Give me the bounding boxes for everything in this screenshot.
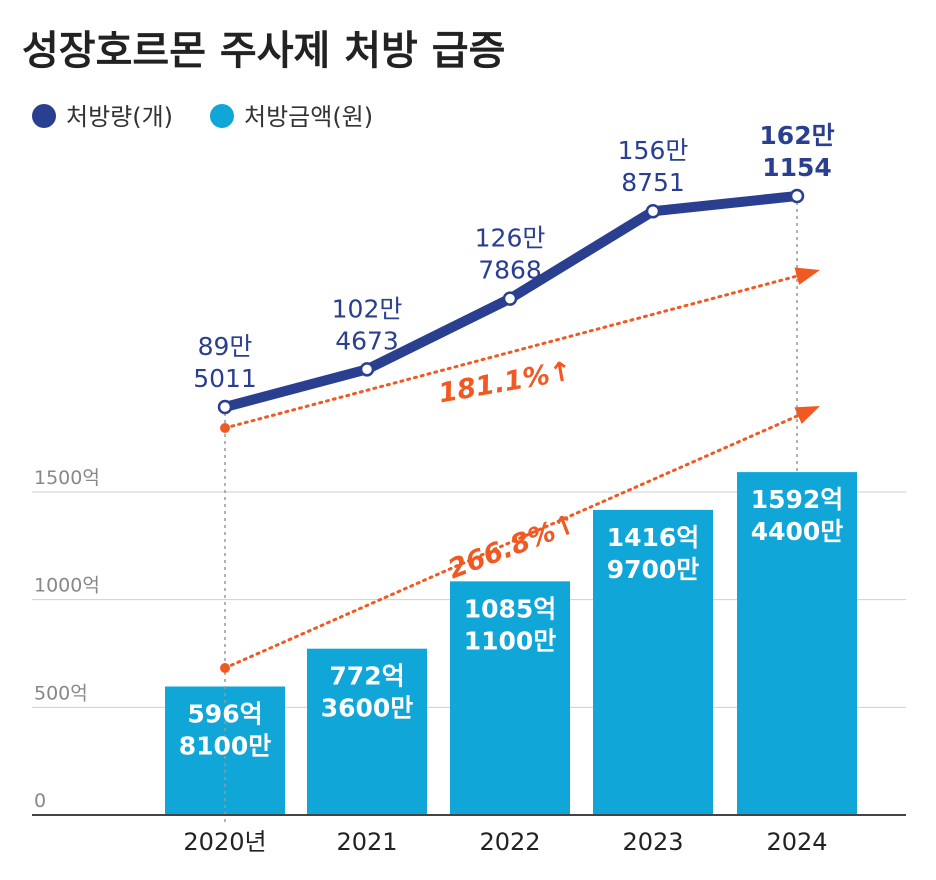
growth-arrow-line: [223, 414, 800, 670]
growth-label-volume: 181.1%↑: [436, 356, 574, 410]
bar-data-label: 1592억 4400만: [751, 485, 844, 546]
y-tick-label: 1000억: [34, 575, 100, 597]
x-tick-label: 2020년: [183, 828, 266, 856]
x-tick-label: 2021: [336, 828, 397, 856]
bar-data-label: 1085억 1100만: [464, 594, 557, 655]
chart-title: 성장호르몬 주사제 처방 급증: [22, 28, 505, 74]
growth-arrow-head: [794, 406, 820, 424]
line-point: [645, 203, 661, 219]
line-data-label: 102만 4673: [332, 294, 403, 355]
bar: [450, 581, 570, 815]
line-data-label: 126만 7868: [475, 224, 546, 285]
y-tick-label: 1500억: [34, 467, 100, 489]
growth-label-amount: 266.8%↑: [444, 508, 581, 585]
line-data-label: 162만 1154: [759, 121, 834, 182]
y-tick-label: 500억: [34, 682, 88, 704]
bar: [307, 648, 427, 815]
line-point: [502, 291, 518, 306]
line-point: [359, 362, 375, 377]
line-data-label: 89만 5011: [193, 332, 257, 393]
growth-arrow-head: [794, 267, 820, 285]
growth-arrow-start: [220, 423, 230, 433]
bar: [593, 509, 713, 815]
legend-label-amount: 처방금액(원): [244, 103, 373, 131]
growth-arrow-start: [220, 663, 230, 673]
growth-arrows: [220, 267, 820, 673]
line-point: [789, 188, 805, 204]
bar: [737, 472, 857, 815]
y-tick-label: 0: [34, 790, 46, 812]
x-tick-label: 2022: [479, 828, 540, 856]
line-point: [217, 399, 233, 415]
bar-data-label: 1416억 9700만: [607, 523, 700, 584]
line-series: [217, 188, 805, 415]
data-labels: 89만 5011 102만 4673 126만 7868 156만 8751 162만 1154 5…: [179, 121, 844, 760]
line-data-label: 156만 8751: [618, 136, 689, 197]
bar-data-label: 596억 8100만: [179, 699, 272, 760]
x-tick-label: 2023: [622, 828, 683, 856]
legend-label-volume: 처방량(개): [66, 103, 173, 131]
legend-marker-volume: [32, 104, 56, 128]
legend-marker-amount: [210, 104, 234, 128]
growth-arrow-line: [223, 274, 799, 430]
guide-lines: [224, 202, 798, 822]
x-axis: 2020년 2021 2022 2023 2024: [32, 814, 906, 856]
x-tick-label: 2024: [766, 828, 827, 856]
bar-data-label: 772억 3600만: [321, 662, 414, 723]
